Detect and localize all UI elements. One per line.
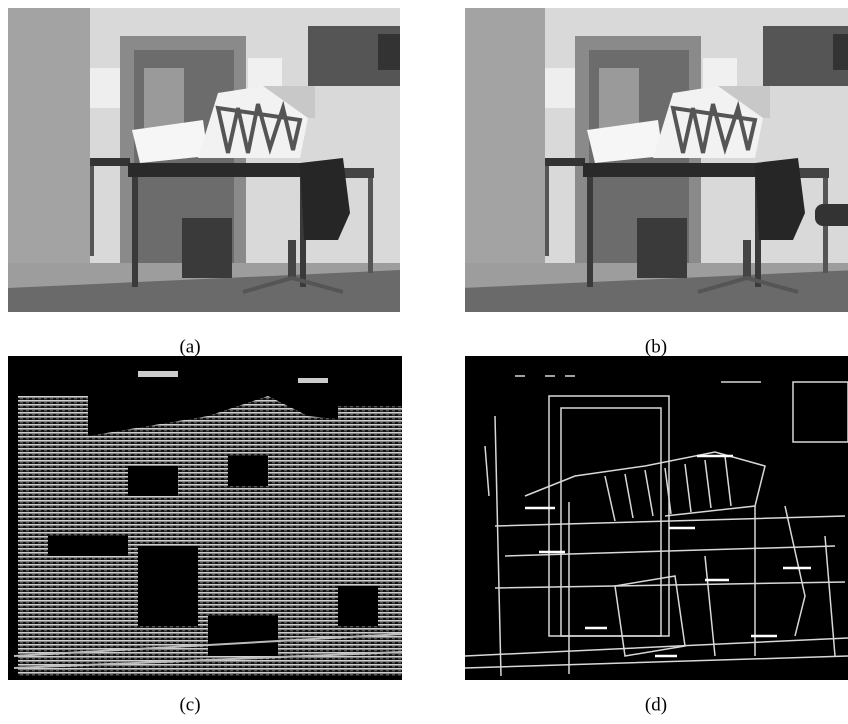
caption: (a) <box>179 336 200 357</box>
panel-d-image <box>465 356 848 680</box>
panel-a-image <box>8 8 400 312</box>
photo <box>463 8 848 312</box>
panel-b-image <box>463 8 848 312</box>
edge-map <box>465 356 848 680</box>
caption: (b) <box>645 336 667 357</box>
caption: (d) <box>645 694 667 715</box>
caption: (c) <box>179 694 200 715</box>
panel-c-image <box>8 356 402 680</box>
edge-map <box>8 356 402 680</box>
page: (a) (b) (c) <box>0 0 848 724</box>
photo <box>8 8 400 312</box>
figure: (a) (b) (c) <box>0 0 848 724</box>
